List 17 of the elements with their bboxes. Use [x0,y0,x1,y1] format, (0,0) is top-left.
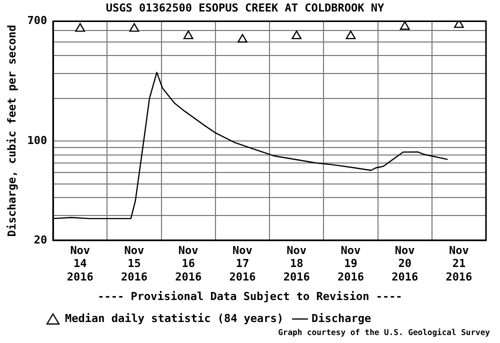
text: Graph courtesy of the U.S. Geological Survey [278,328,490,337]
x-tick-label: Nov 14 2016 [66,244,94,284]
y-tick-label: 700 [27,14,48,28]
x-tick-label: Nov 17 2016 [229,244,256,284]
chart-title: USGS 01362500 ESOPUS CREEK AT COLDBROOK NY [106,1,384,14]
x-tick-label: Nov 15 2016 [120,244,148,284]
y-tick-label: 20 [34,233,48,246]
x-tick-label: Nov 18 2016 [283,244,310,284]
x-tick-label: Nov 19 2016 [337,244,364,284]
text: ---- Provisional Data Subject to Revision ---- [96,290,404,303]
y-axis-title: Discharge, cubic feet per second [5,24,18,237]
legend-label: Median daily statistic (84 years) [65,312,284,325]
x-tick-label: Nov 20 2016 [392,244,418,284]
x-tick-label: Nov 21 2016 [446,244,473,284]
y-tick-label: 100 [27,134,48,148]
x-tick-label: Nov 16 2016 [175,244,202,284]
legend-label: Discharge [312,312,372,325]
